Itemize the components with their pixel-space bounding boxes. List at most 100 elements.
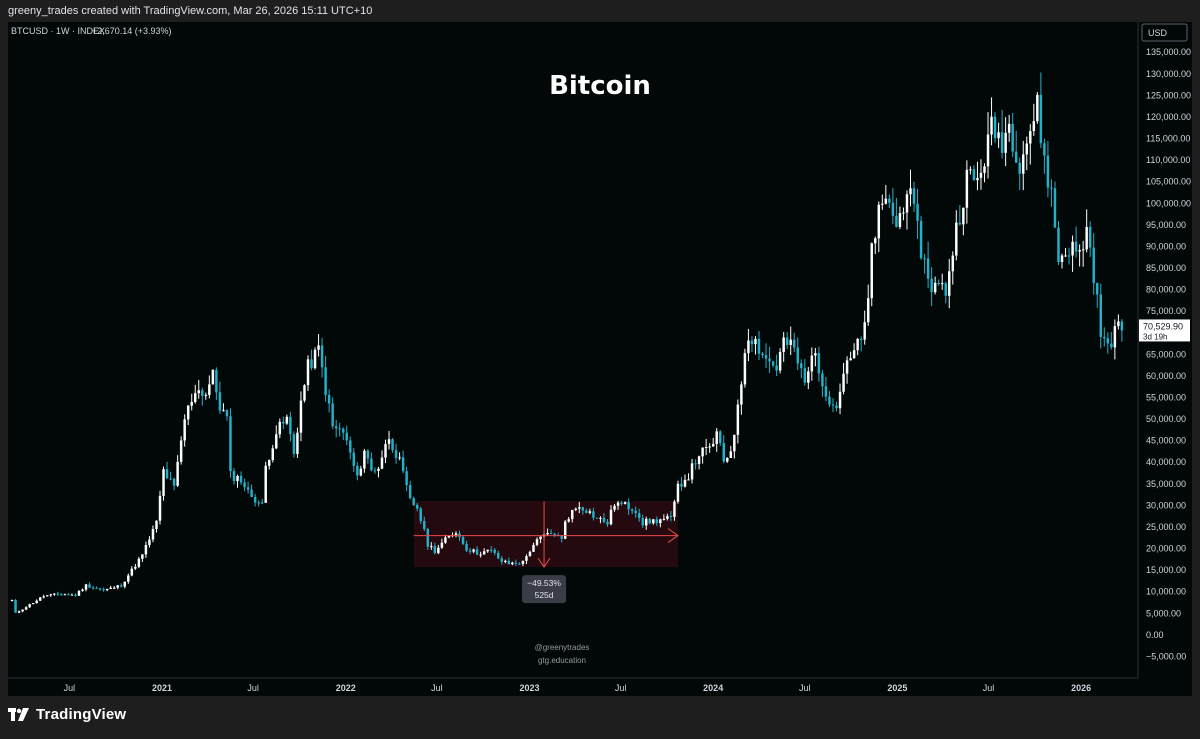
currency-box <box>1141 23 1188 42</box>
price-tick-label: 30,000.00 <box>1146 500 1186 510</box>
price-tick-label: −5,000.00 <box>1146 651 1186 661</box>
candle-body <box>1050 187 1053 189</box>
candle <box>585 508 588 514</box>
candle-body <box>930 278 933 293</box>
candle <box>652 518 655 525</box>
candle <box>359 465 363 477</box>
candle <box>264 461 267 504</box>
candle <box>289 411 292 442</box>
candle <box>521 560 525 567</box>
candle-body <box>232 471 236 482</box>
candle <box>349 436 352 460</box>
tradingview-logo[interactable]: TradingView <box>8 706 126 723</box>
candle-body <box>493 549 496 553</box>
candle-body <box>296 432 299 454</box>
candle-body <box>634 510 637 514</box>
candle <box>1110 331 1113 350</box>
candle-body <box>1067 255 1071 257</box>
candle <box>1011 112 1014 158</box>
price-chart[interactable]: −49.53% 525d −5,000.00 0.00 5,000.00 10,000.… <box>8 22 1192 696</box>
range-measure-group[interactable] <box>413 501 678 568</box>
candle <box>567 516 570 523</box>
candle-body <box>373 470 377 472</box>
candle-body <box>563 521 567 539</box>
candle-body <box>63 594 67 596</box>
price-tick-label: 125,000.00 <box>1146 90 1191 100</box>
candle-body <box>334 426 338 429</box>
candle <box>440 538 444 549</box>
candle <box>951 251 955 285</box>
chart-panel[interactable]: −49.53% 525d −5,000.00 0.00 5,000.00 10,000.… <box>8 22 1192 696</box>
candle-body <box>944 283 947 296</box>
candle-body <box>447 535 451 538</box>
candle <box>634 506 637 518</box>
candle-body <box>814 353 817 356</box>
candle-body <box>785 337 789 345</box>
candle <box>500 556 504 565</box>
candle-body <box>736 404 740 435</box>
candle-body <box>1000 132 1004 153</box>
candle-body <box>313 349 317 369</box>
candle <box>1103 327 1106 347</box>
candle <box>606 519 609 527</box>
candle <box>278 418 282 439</box>
candle-body <box>1081 249 1085 251</box>
time-axis[interactable]: Jul 2021 Jul 2022 Jul 2023 Jul 2024 Jul 2025 Jul 20… <box>8 677 1192 696</box>
candle-body <box>345 432 348 441</box>
candle <box>648 517 652 525</box>
candle-body <box>1092 247 1095 284</box>
candle-body <box>310 359 313 369</box>
candle-body <box>271 448 274 461</box>
symbol-legend[interactable]: BTCUSD · 1W · INDEX <box>11 26 105 36</box>
candle-body <box>877 204 881 239</box>
candle <box>1046 140 1050 198</box>
candle <box>926 241 930 289</box>
candle <box>940 273 944 290</box>
candle <box>831 398 835 413</box>
candle <box>905 190 909 230</box>
candle <box>563 519 567 540</box>
candle-body <box>465 543 468 551</box>
candle-body <box>690 463 694 480</box>
currency-selector[interactable]: USD <box>1141 23 1188 42</box>
candle <box>271 444 274 463</box>
candle <box>391 437 394 453</box>
candle <box>891 187 895 225</box>
candle-body <box>183 419 186 441</box>
candle-body <box>831 404 835 406</box>
candle-body <box>60 594 63 596</box>
candle-body <box>602 517 606 522</box>
candle <box>740 381 743 415</box>
candle <box>969 166 972 175</box>
candle <box>581 506 585 515</box>
price-tick-label: 100,000.00 <box>1146 198 1191 208</box>
price-axis[interactable]: −5,000.00 0.00 5,000.00 10,000.00 15,000.00 2… <box>1137 22 1192 696</box>
candle <box>84 583 88 592</box>
candle-body <box>948 271 951 296</box>
candle <box>944 281 947 304</box>
candle <box>475 546 479 556</box>
candle <box>1078 244 1081 267</box>
candle-body <box>412 498 415 505</box>
candle-body <box>194 393 197 403</box>
candle <box>151 525 155 543</box>
candle-body <box>740 384 743 405</box>
candle-body <box>845 360 849 374</box>
candle-body <box>197 390 201 394</box>
candle <box>729 445 733 458</box>
candle-body <box>91 587 95 589</box>
candle <box>1064 247 1067 257</box>
candle <box>792 332 796 353</box>
candle-body <box>546 533 549 535</box>
candle-body <box>17 611 21 613</box>
candle <box>754 336 757 355</box>
candle-body <box>1064 255 1067 257</box>
candle <box>1025 136 1029 171</box>
candle <box>384 439 387 464</box>
candle-body <box>965 169 969 208</box>
price-tick-label: 25,000.00 <box>1146 522 1186 532</box>
candle-body <box>253 496 257 503</box>
candle <box>56 591 60 596</box>
candle-body <box>828 396 831 405</box>
candle-body <box>246 487 250 490</box>
